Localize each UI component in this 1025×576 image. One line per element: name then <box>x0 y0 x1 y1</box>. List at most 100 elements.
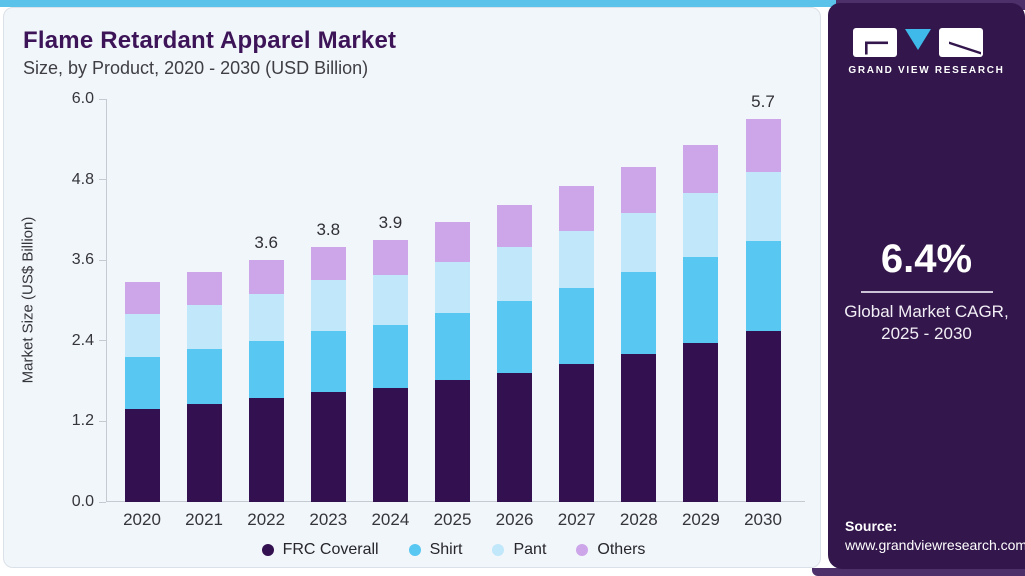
x-tick-label: 2021 <box>185 510 223 529</box>
bar-segment-shirt <box>559 288 595 365</box>
chart-panel: Flame Retardant Apparel Market Size, by … <box>3 7 821 568</box>
y-tick-label: 1.2 <box>71 412 94 430</box>
bar-segment-pant <box>621 213 657 273</box>
bar-segment-frc-coverall <box>497 373 533 502</box>
y-tick-mark <box>99 98 106 100</box>
source-url: www.grandviewresearch.com <box>845 537 1025 553</box>
chart-subtitle: Size, by Product, 2020 - 2030 (USD Billi… <box>23 58 369 78</box>
bar-2022 <box>248 260 284 502</box>
legend-dot <box>576 544 589 556</box>
bar-segment-others <box>372 240 408 275</box>
bar-segment-others <box>621 166 657 214</box>
y-tick-label: 2.4 <box>71 331 94 349</box>
bar-segment-frc-coverall <box>559 364 595 502</box>
bar-segment-shirt <box>435 313 470 381</box>
bar-segment-shirt <box>248 340 284 398</box>
bar-segment-shirt <box>621 272 657 355</box>
chart-title: Flame Retardant Apparel Market <box>23 27 397 54</box>
bar-2020 <box>124 282 160 502</box>
bar-segment-shirt <box>683 256 719 343</box>
bar-segment-shirt <box>186 348 222 404</box>
x-tick-label: 2023 <box>309 510 348 529</box>
x-tick-label: 2022 <box>247 510 286 529</box>
bar-segment-others <box>683 144 719 194</box>
bar-segment-shirt <box>310 331 346 392</box>
x-tick-label: 2026 <box>495 510 534 529</box>
bar-segment-pant <box>497 247 533 302</box>
bar-2025 <box>435 221 470 502</box>
bar-segment-frc-coverall <box>745 331 781 502</box>
y-tick-label: 3.6 <box>71 251 94 269</box>
bar-segment-frc-coverall <box>621 354 657 502</box>
x-tick-label: 2029 <box>681 510 720 529</box>
y-tick-mark <box>99 179 106 181</box>
bar-segment-pant <box>124 313 160 357</box>
bar-segment-others <box>248 260 284 294</box>
y-tick-mark <box>99 340 106 342</box>
bar-segment-others <box>124 282 160 314</box>
bar-segment-others <box>435 221 470 262</box>
gvr-logo-marks <box>852 28 983 57</box>
cagr-divider <box>860 291 993 293</box>
source-block: Source: www.grandviewresearch.com <box>845 518 1025 553</box>
legend-label: Others <box>597 541 646 558</box>
bar-2027 <box>559 186 595 502</box>
bar-2030 <box>745 119 781 502</box>
bar-segment-frc-coverall <box>124 409 160 502</box>
bar-segment-others <box>559 186 595 231</box>
bar-total-label: 5.7 <box>751 92 775 112</box>
source-label: Source: <box>845 518 898 534</box>
bar-segment-shirt <box>497 301 533 374</box>
legend-label: Shirt <box>429 541 463 558</box>
y-axis-line <box>106 99 107 502</box>
bar-segment-pant <box>435 261 470 314</box>
bar-segment-frc-coverall <box>372 387 408 502</box>
bar-segment-others <box>497 205 533 248</box>
brand-sidebar: GRAND VIEW RESEARCH 6.4% Global Market C… <box>828 3 1025 569</box>
x-tick-label: 2020 <box>123 510 161 529</box>
legend-dot <box>492 544 505 556</box>
cagr-value: 6.4% <box>880 237 973 281</box>
bar-segment-pant <box>683 193 719 257</box>
top-accent-bar <box>0 0 836 7</box>
bar-2024 <box>372 240 408 502</box>
y-tick-label: 6.0 <box>71 90 94 107</box>
bar-2028 <box>621 166 657 502</box>
legend: FRC Coverall Shirt Pant Others <box>106 541 801 559</box>
cagr-caption-line1: Global Market CAGR, <box>844 302 1009 321</box>
y-tick-mark <box>99 420 106 422</box>
x-tick-label: 2027 <box>557 510 596 529</box>
legend-item-others: Others <box>576 541 645 559</box>
bar-segment-pant <box>745 171 781 241</box>
bar-segment-pant <box>186 304 222 349</box>
bar-segment-frc-coverall <box>683 342 719 502</box>
bar-segment-pant <box>372 274 408 326</box>
bar-2026 <box>497 205 533 502</box>
x-tick-label: 2030 <box>744 510 782 529</box>
legend-dot <box>408 544 421 556</box>
y-tick-label: 0.0 <box>71 493 94 510</box>
y-tick-mark <box>99 501 106 503</box>
bar-segment-shirt <box>372 325 408 388</box>
cagr-block: 6.4% Global Market CAGR, 2025 - 2030 <box>828 237 1025 345</box>
bar-segment-frc-coverall <box>248 397 284 502</box>
bar-2029 <box>683 144 719 502</box>
sidebar-underlay-bottom <box>812 568 1025 576</box>
bar-segment-shirt <box>745 240 781 332</box>
bar-segment-frc-coverall <box>186 403 222 502</box>
bar-segment-frc-coverall <box>435 380 470 502</box>
y-tick-label: 4.8 <box>71 170 94 188</box>
brand-name: GRAND VIEW RESEARCH <box>848 65 1005 76</box>
legend-item-frc-coverall: FRC Coverall <box>261 541 379 559</box>
legend-dot <box>261 544 274 556</box>
bar-total-label: 3.8 <box>316 219 341 239</box>
x-tick-label: 2025 <box>433 510 472 529</box>
plot-area: 0.0 1.2 2.4 3.6 4.8 6.0 2020 2021 3.6 2022 3.8 2023… <box>72 90 805 529</box>
y-tick-mark <box>99 259 106 261</box>
bar-segment-pant <box>310 280 346 332</box>
bar-segment-shirt <box>124 356 160 410</box>
legend-label: Pant <box>513 541 547 558</box>
bar-segment-others <box>310 246 346 281</box>
bar-total-label: 3.6 <box>254 233 278 253</box>
